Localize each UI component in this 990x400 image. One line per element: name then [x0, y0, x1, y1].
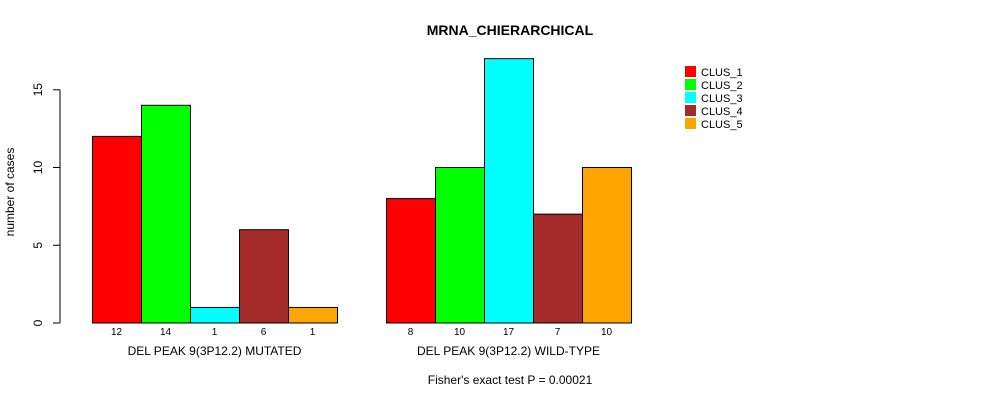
group-label: DEL PEAK 9(3P12.2) WILD-TYPE — [417, 344, 600, 358]
fisher-test-footnote: Fisher's exact test P = 0.00021 — [428, 373, 593, 387]
legend-label: CLUS_3 — [701, 93, 743, 105]
y-tick-label: 10 — [31, 161, 45, 175]
group-label: DEL PEAK 9(3P12.2) MUTATED — [128, 344, 302, 358]
bar-clus-4 — [239, 229, 289, 324]
bar-clus-2 — [141, 104, 191, 324]
bar-count-label: 17 — [503, 327, 515, 338]
legend-label: CLUS_5 — [701, 119, 743, 131]
bar-clus-4 — [533, 213, 583, 324]
legend-swatch — [685, 92, 696, 103]
y-tick-label: 0 — [31, 319, 45, 326]
bar-count-label: 7 — [555, 327, 561, 338]
legend-label: CLUS_2 — [701, 80, 743, 92]
chart-title: MRNA_CHIERARCHICAL — [427, 22, 594, 38]
bar-count-label: 6 — [261, 327, 267, 338]
bar-count-label: 14 — [160, 327, 172, 338]
bar-count-label: 1 — [310, 327, 316, 338]
bar-count-label: 8 — [408, 327, 414, 338]
bar-count-label: 10 — [601, 327, 613, 338]
y-axis: 0 5 10 15 — [31, 83, 61, 326]
legend-swatch — [685, 79, 696, 90]
y-tick-label: 15 — [31, 83, 45, 97]
legend-label: CLUS_4 — [701, 106, 743, 118]
bar-clus-1 — [386, 198, 436, 324]
y-axis-label: number of cases — [3, 148, 17, 237]
bar-count-label: 12 — [111, 327, 123, 338]
legend-label: CLUS_1 — [701, 67, 743, 79]
bar-clus-3 — [484, 58, 534, 324]
bar-clus-2 — [435, 167, 485, 324]
legend-swatch — [685, 66, 696, 77]
bar-clus-3 — [190, 306, 240, 324]
legend-swatch — [685, 118, 696, 129]
bar-clus-5 — [288, 306, 338, 324]
bar-clus-1 — [92, 135, 142, 324]
y-tick-label: 5 — [31, 242, 45, 249]
bar-count-label: 1 — [212, 327, 218, 338]
legend-swatch — [685, 105, 696, 116]
bar-clus-5 — [582, 167, 632, 324]
bar-count-label: 10 — [454, 327, 466, 338]
